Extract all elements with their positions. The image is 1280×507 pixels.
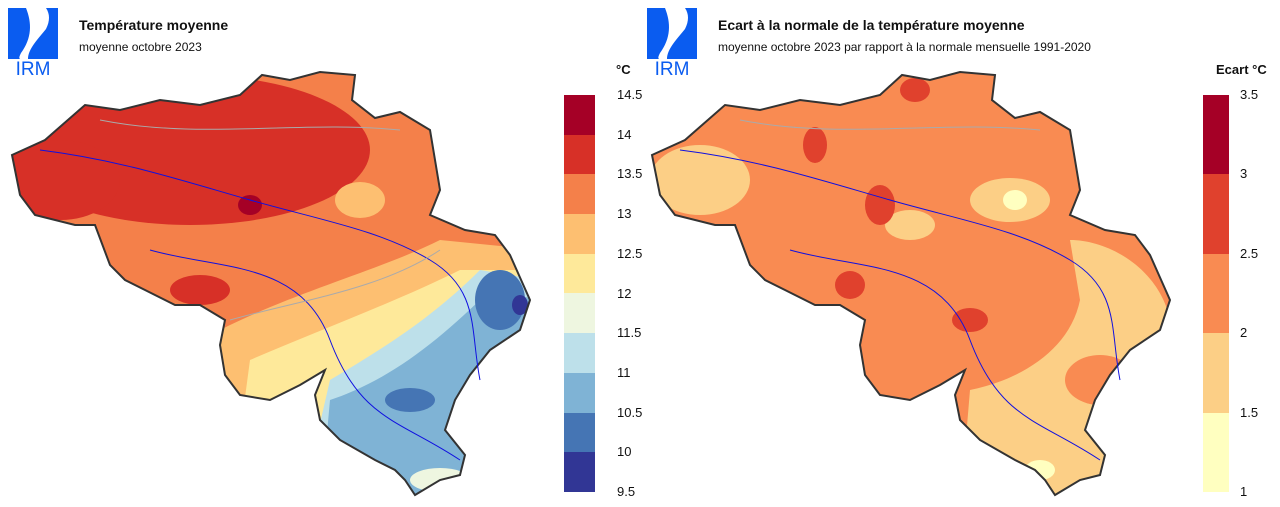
legend-swatch — [1203, 95, 1229, 175]
legend-tick: 11 — [617, 364, 631, 380]
legend-swatch — [564, 253, 595, 294]
legend-swatch — [564, 412, 595, 453]
legend-tick: 13.5 — [617, 166, 643, 182]
legend-tick: 3.5 — [1240, 87, 1259, 102]
color-legend-bar — [1203, 95, 1229, 492]
legend-swatch — [564, 333, 595, 373]
legend-swatch — [564, 174, 595, 215]
map-title: Ecart à la normale de la température moy… — [718, 17, 1025, 33]
legend-swatch — [1203, 412, 1229, 492]
legend-tick: 10 — [617, 444, 632, 460]
legend-tick: 1 — [1240, 484, 1248, 499]
legend-swatch — [564, 452, 595, 492]
legend-swatch — [564, 134, 595, 175]
legend-unit: °C — [616, 62, 631, 77]
anomaly-map — [651, 71, 1171, 496]
map-subtitle: moyenne octobre 2023 — [79, 40, 202, 54]
legend-tick: 2 — [1240, 325, 1248, 341]
svg-text:IRM: IRM — [16, 59, 51, 78]
legend-swatch — [564, 95, 595, 135]
map-title: Température moyenne — [79, 17, 229, 33]
legend-tick: 3 — [1240, 166, 1248, 182]
legend-tick: 10.5 — [617, 404, 643, 420]
legend-tick: 9.5 — [617, 484, 636, 499]
legend-tick: 13 — [617, 206, 632, 222]
legend-tick: 14.5 — [617, 87, 643, 102]
legend-tick: 12.5 — [617, 245, 643, 261]
legend-unit: Ecart °C — [1216, 62, 1267, 77]
svg-text:IRM: IRM — [655, 59, 690, 78]
legend-swatch — [1203, 253, 1229, 334]
map-subtitle: moyenne octobre 2023 par rapport à la no… — [718, 40, 1091, 54]
legend-tick: 11.5 — [617, 325, 642, 341]
color-legend-bar — [564, 95, 595, 492]
legend-tick: 1.5 — [1240, 404, 1259, 420]
legend-swatch — [564, 372, 595, 413]
irm-logo: IRM — [8, 8, 58, 83]
temperature-map — [11, 71, 531, 496]
legend-tick: 14 — [617, 126, 632, 142]
irm-logo: IRM — [647, 8, 697, 83]
legend-tick: 12 — [617, 285, 632, 301]
legend-swatch — [1203, 333, 1229, 413]
legend-tick: 2.5 — [1240, 245, 1259, 261]
legend-swatch — [564, 293, 595, 334]
legend-swatch — [1203, 174, 1229, 254]
legend-swatch — [564, 214, 595, 254]
